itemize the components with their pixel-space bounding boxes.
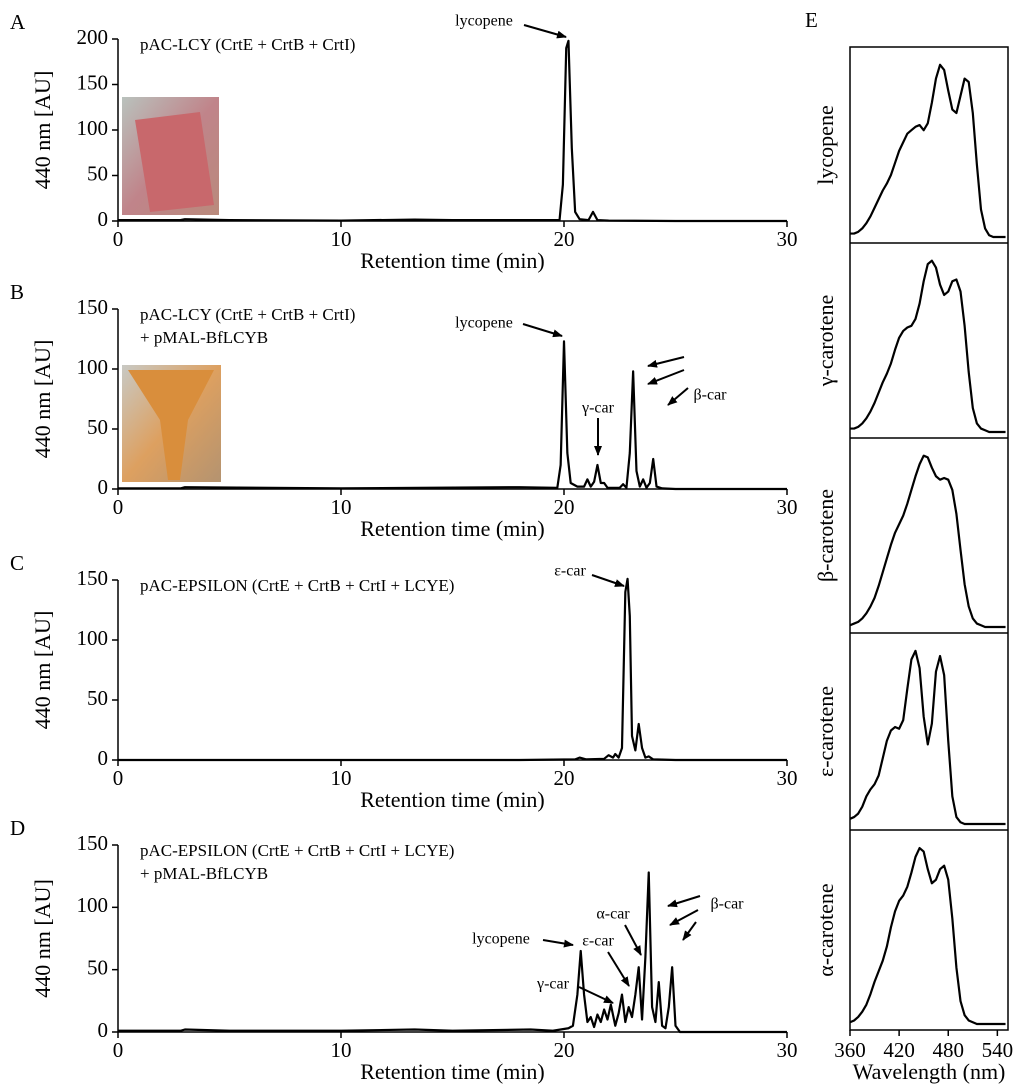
chromatogram-line: [118, 871, 787, 1034]
annotation-arrow: [523, 24, 567, 39]
panel-title: pAC-EPSILON (CrtE + CrtB + CrtI + LCYE): [140, 841, 454, 860]
annotation-arrow: [607, 951, 630, 987]
annotation-arrow: [624, 924, 642, 956]
y-axis-label: 440 nm [AU]: [30, 71, 55, 190]
spectrum-line: [849, 846, 1006, 1026]
peak-annotation: β-car: [711, 896, 745, 913]
spectrum-line: [850, 259, 1006, 434]
chromatogram-line: [118, 39, 787, 223]
y-tick-label: 100: [77, 355, 109, 379]
spectrum-label: α-carotene: [813, 883, 838, 976]
panel-title: pAC-EPSILON (CrtE + CrtB + CrtI + LCYE): [140, 576, 454, 595]
spectrum-label: β-carotene: [813, 489, 838, 582]
panel-label: E: [805, 8, 818, 32]
panel-label: B: [10, 280, 24, 304]
peak-annotation: ε-car: [582, 933, 614, 950]
annotation-arrow: [667, 895, 701, 908]
x-tick-label: 0: [113, 766, 124, 790]
spectrum-label: lycopene: [813, 105, 838, 184]
chromatogram-line: [118, 577, 787, 762]
x-tick-label: 20: [554, 495, 575, 519]
y-axis-label: 440 nm [AU]: [30, 340, 55, 459]
x-tick-label: 10: [331, 1038, 352, 1062]
panel-label: C: [10, 551, 24, 575]
y-tick-label: 100: [77, 626, 109, 650]
peak-annotation: lycopene: [472, 931, 530, 948]
x-tick-label: 20: [554, 766, 575, 790]
panel-label: A: [10, 10, 26, 34]
annotation-arrow: [667, 387, 689, 406]
spectrum-line: [849, 649, 1006, 826]
x-tick-label: 10: [331, 227, 352, 251]
x-tick-label: 360: [834, 1038, 866, 1062]
x-tick-label: 10: [331, 495, 352, 519]
x-tick-label: 20: [554, 1038, 575, 1062]
x-axis-label: Retention time (min): [360, 787, 545, 812]
x-tick-label: 30: [777, 766, 798, 790]
panel-label: D: [10, 816, 25, 840]
spectrum-label: γ-carotene: [813, 295, 838, 388]
peak-annotation: α-car: [596, 906, 630, 923]
annotation-arrow: [522, 323, 563, 338]
x-tick-label: 540: [982, 1038, 1014, 1062]
spectrum-line: [850, 63, 1006, 239]
y-axis-label: 440 nm [AU]: [30, 611, 55, 730]
x-tick-label: 30: [777, 1038, 798, 1062]
annotation-arrow: [682, 921, 697, 941]
x-tick-label: 0: [113, 227, 124, 251]
x-tick-label: 0: [113, 1038, 124, 1062]
peak-annotation: β-car: [694, 387, 728, 404]
x-tick-label: 30: [777, 495, 798, 519]
annotation-arrow: [647, 369, 685, 385]
y-tick-label: 100: [77, 893, 109, 917]
sample-photo-pellet: [135, 112, 214, 212]
x-axis-label: Retention time (min): [360, 1059, 545, 1084]
peak-annotation: γ-car: [536, 976, 570, 993]
y-tick-label: 150: [77, 295, 109, 319]
x-tick-label: 20: [554, 227, 575, 251]
panel-title: + pMAL-BfLCYB: [140, 328, 268, 347]
y-tick-label: 50: [87, 686, 108, 710]
y-tick-label: 0: [98, 1018, 109, 1042]
y-tick-label: 0: [98, 207, 109, 231]
x-tick-label: 30: [777, 227, 798, 251]
y-tick-label: 200: [77, 25, 109, 49]
y-axis-label: 440 nm [AU]: [30, 879, 55, 998]
annotation-arrow: [647, 356, 685, 368]
y-tick-label: 150: [77, 70, 109, 94]
panel-title: pAC-LCY (CrtE + CrtB + CrtI): [140, 305, 355, 324]
y-tick-label: 50: [87, 161, 108, 185]
peak-annotation: lycopene: [455, 13, 513, 30]
x-tick-label: 480: [932, 1038, 964, 1062]
chromatogram-line: [118, 340, 787, 491]
x-tick-label: 420: [883, 1038, 915, 1062]
y-tick-label: 150: [77, 566, 109, 590]
x-tick-label: 0: [113, 495, 124, 519]
sample-photo-pellet: [128, 370, 214, 480]
spectrum-line: [849, 454, 1006, 629]
x-tick-label: 10: [331, 766, 352, 790]
peak-annotation: lycopene: [455, 315, 513, 332]
peak-annotation: ε-car: [554, 563, 586, 580]
panel-title: + pMAL-BfLCYB: [140, 864, 268, 883]
y-tick-label: 50: [87, 415, 108, 439]
y-tick-label: 0: [98, 475, 109, 499]
y-tick-label: 50: [87, 955, 108, 979]
annotation-arrow: [591, 574, 625, 587]
x-axis-label: Retention time (min): [360, 248, 545, 273]
peak-annotation: γ-car: [581, 400, 615, 417]
y-tick-label: 150: [77, 831, 109, 855]
x-axis-label: Retention time (min): [360, 516, 545, 541]
x-axis-label: Wavelength (nm): [853, 1059, 1006, 1084]
annotation-arrow: [542, 939, 574, 948]
panel-title: pAC-LCY (CrtE + CrtB + CrtI): [140, 35, 355, 54]
annotation-arrow: [669, 909, 699, 926]
y-tick-label: 0: [98, 746, 109, 770]
y-tick-label: 100: [77, 116, 109, 140]
spectrum-label: ε-carotene: [813, 686, 838, 777]
spectra-frame: [849, 46, 1009, 1031]
annotation-arrow: [578, 986, 614, 1004]
